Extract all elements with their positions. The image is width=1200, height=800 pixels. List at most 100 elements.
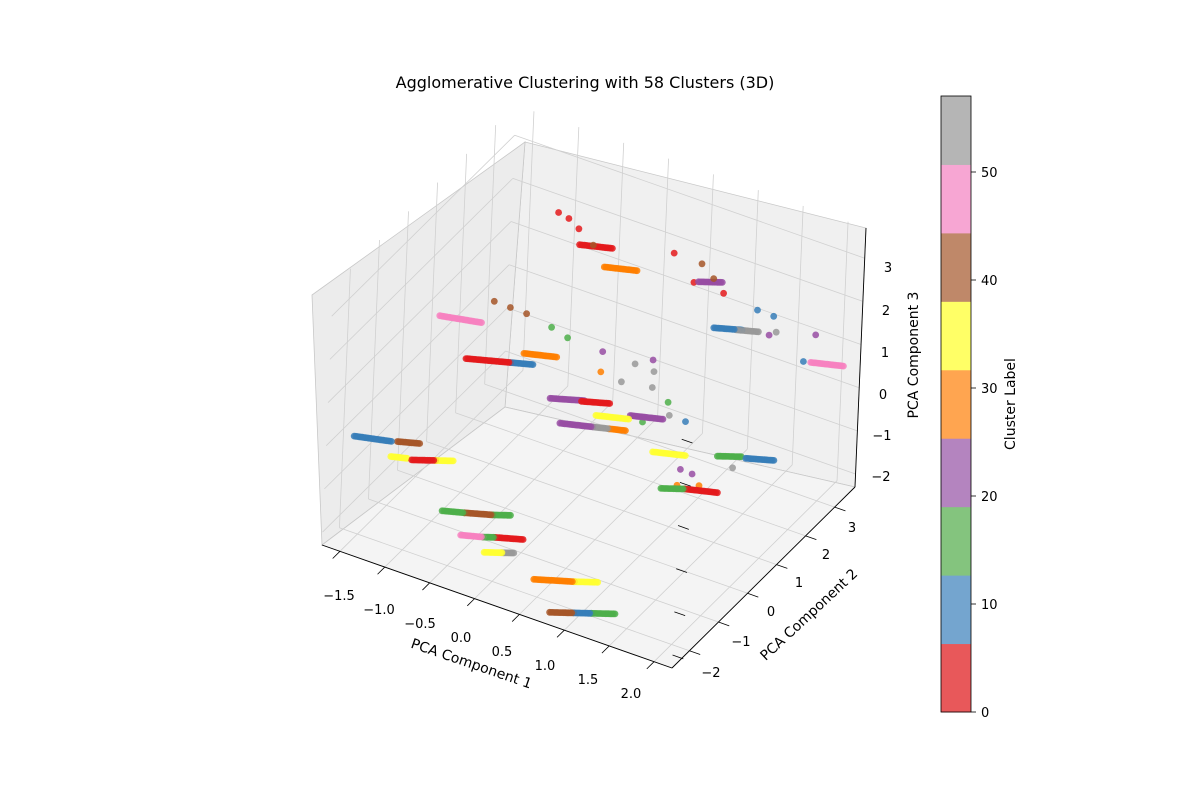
y-tick-label: −2 bbox=[701, 666, 720, 681]
data-point bbox=[729, 464, 736, 472]
data-point bbox=[770, 312, 778, 320]
z-tick-label: 0 bbox=[879, 388, 887, 403]
data-point bbox=[800, 358, 807, 365]
x-tick-mark bbox=[646, 661, 655, 670]
data-point bbox=[589, 241, 597, 249]
colorbar-band bbox=[941, 232, 971, 302]
colorbar-band bbox=[941, 506, 971, 576]
data-point bbox=[720, 289, 727, 297]
x-tick-label: −1.5 bbox=[323, 589, 355, 604]
data-point bbox=[457, 531, 465, 539]
data-point bbox=[618, 378, 625, 386]
colorbar-tick-label: 40 bbox=[981, 274, 998, 289]
chart-title: Agglomerative Clustering with 58 Cluster… bbox=[396, 73, 775, 92]
data-point bbox=[438, 507, 446, 515]
data-point bbox=[710, 324, 718, 332]
data-point bbox=[565, 215, 573, 222]
y-gridline bbox=[484, 125, 497, 385]
z-gridline bbox=[325, 264, 510, 447]
x-tick-mark bbox=[422, 582, 430, 591]
y-gridline bbox=[455, 153, 468, 413]
colorbar-ticks: 0 10 20 30 40 50 bbox=[971, 166, 998, 721]
z-gridline bbox=[331, 134, 515, 317]
data-point bbox=[677, 466, 684, 473]
data-point bbox=[462, 355, 470, 362]
y-gridline bbox=[455, 412, 806, 537]
colorbar-band bbox=[941, 96, 971, 165]
y-tick-label: 1 bbox=[795, 576, 803, 591]
data-point bbox=[578, 397, 585, 405]
z-tick-mark bbox=[672, 654, 684, 660]
data-point bbox=[670, 249, 678, 257]
data-point bbox=[599, 348, 607, 355]
z-tick-mark bbox=[679, 482, 691, 487]
x-gridline bbox=[564, 448, 748, 631]
data-point bbox=[490, 297, 498, 305]
gridlines bbox=[322, 111, 865, 662]
data-point bbox=[387, 453, 395, 460]
x-tick-mark bbox=[511, 614, 520, 622]
z-gridline bbox=[509, 264, 860, 389]
data-point bbox=[664, 398, 672, 406]
x-tick-label: 2.0 bbox=[621, 687, 642, 702]
data-point bbox=[394, 438, 401, 445]
x-gridline bbox=[384, 385, 569, 568]
colorbar-band bbox=[941, 438, 971, 508]
data-point bbox=[575, 225, 583, 233]
colorbar-band bbox=[941, 369, 971, 439]
colorbar-band bbox=[941, 301, 971, 371]
data-point bbox=[688, 470, 696, 478]
colorbar-bands bbox=[941, 96, 971, 713]
tick-marks bbox=[332, 438, 846, 670]
z-tick-mark bbox=[674, 611, 686, 617]
data-point bbox=[546, 394, 554, 402]
data-point bbox=[754, 306, 761, 314]
x-gridline bbox=[474, 417, 658, 599]
data-point bbox=[523, 310, 530, 318]
y-axis-line bbox=[671, 486, 856, 669]
z-tick-label: −1 bbox=[872, 429, 891, 444]
colorbar-tick-label: 50 bbox=[981, 166, 998, 181]
x-gridline bbox=[702, 174, 714, 434]
y-tick-mark bbox=[718, 621, 730, 627]
x-tick-mark bbox=[601, 645, 610, 654]
colorbar-tick-label: 10 bbox=[981, 598, 998, 613]
data-point bbox=[807, 359, 815, 366]
z-gridline bbox=[512, 178, 864, 302]
y-tick-label: 3 bbox=[848, 521, 856, 536]
z-gridline bbox=[324, 307, 508, 490]
y-tick-label: −1 bbox=[731, 635, 750, 650]
colorbar-tick-label: 30 bbox=[981, 382, 998, 397]
z-tick-mark bbox=[677, 525, 689, 530]
z-gridline bbox=[327, 221, 512, 403]
data-point bbox=[507, 304, 514, 311]
colorbar: 0 10 20 30 40 50 Cluster Label bbox=[940, 95, 1019, 721]
x-tick-label: 1.5 bbox=[578, 673, 599, 688]
x-gridline bbox=[746, 190, 759, 450]
data-point bbox=[597, 368, 605, 376]
data-point bbox=[649, 356, 657, 364]
x-tick-label: 0.0 bbox=[451, 631, 472, 646]
y-gridline bbox=[426, 182, 438, 442]
data-point bbox=[576, 241, 583, 249]
data-point bbox=[530, 575, 538, 583]
x-gridline bbox=[429, 401, 613, 584]
y-tick-mark bbox=[776, 564, 788, 569]
x-tick-mark bbox=[377, 566, 386, 575]
colorbar-band bbox=[941, 575, 971, 645]
colorbar-label: Cluster Label bbox=[1003, 358, 1019, 450]
z-tick-label: −2 bbox=[871, 470, 890, 485]
colorbar-frame bbox=[940, 95, 972, 713]
y-tick-labels: −2 −1 0 1 2 3 bbox=[701, 521, 856, 681]
x-gridline bbox=[567, 127, 580, 387]
y-gridline bbox=[339, 268, 351, 528]
x-tick-mark bbox=[332, 551, 341, 559]
z-gridline bbox=[329, 178, 514, 360]
data-point bbox=[546, 608, 553, 616]
y-gridline bbox=[397, 469, 748, 594]
x-tick-label: −0.5 bbox=[404, 617, 436, 632]
x-tick-mark bbox=[467, 598, 475, 607]
data-point bbox=[556, 419, 564, 427]
y-tick-mark bbox=[834, 506, 846, 512]
data-point bbox=[650, 368, 658, 375]
